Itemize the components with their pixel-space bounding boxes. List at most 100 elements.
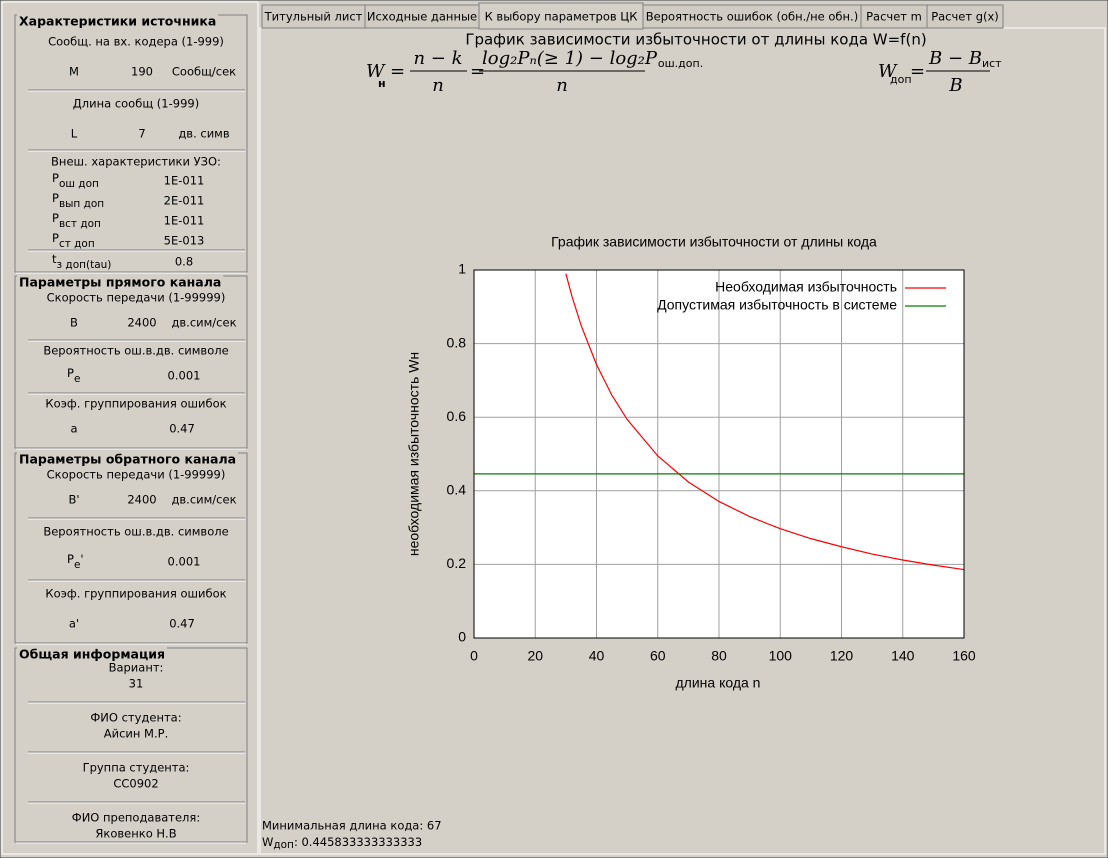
param-value: 0.001 bbox=[168, 555, 201, 569]
param-value: 2400 bbox=[127, 316, 156, 330]
x-tick-label: 40 bbox=[589, 648, 605, 664]
param-value: 2E-011 bbox=[164, 194, 205, 208]
x-tick-label: 120 bbox=[830, 648, 854, 664]
y-tick-label: 0.2 bbox=[447, 555, 467, 571]
tab[interactable] bbox=[478, 2, 644, 30]
group-title: Параметры обратного канала bbox=[19, 452, 236, 467]
group-title-bg bbox=[17, 646, 168, 662]
param-label: L bbox=[71, 127, 78, 141]
x-tick-label: 140 bbox=[891, 648, 915, 664]
param-unit: дв.сим/сек bbox=[171, 493, 236, 507]
param-unit: дв. симв bbox=[178, 127, 230, 141]
param-label: Pвып доп bbox=[52, 191, 104, 211]
caption: Коэф. группирования ошибок bbox=[45, 587, 226, 601]
param-label: Pe' bbox=[67, 552, 84, 572]
param-value: 5E-013 bbox=[164, 234, 205, 248]
w-value: : 0.445833333333333 bbox=[294, 835, 422, 849]
formula-lhs-sub: доп bbox=[890, 73, 912, 86]
formula-num: log₂Pₙ(≥ 1) − log₂P bbox=[482, 48, 658, 69]
param-value: 0.47 bbox=[169, 617, 195, 631]
param-subscript: e bbox=[74, 373, 80, 385]
param-label: B' bbox=[68, 493, 79, 507]
formula-num-sub: ист bbox=[982, 57, 1002, 70]
caption: Скорость передачи (1-99999) bbox=[47, 291, 226, 305]
y-tick-label: 0.6 bbox=[447, 408, 467, 424]
param-label: a bbox=[70, 422, 77, 436]
caption: СС0902 bbox=[113, 777, 158, 791]
param-value: 0.8 bbox=[175, 255, 193, 269]
param-symbol: P bbox=[67, 552, 74, 566]
left-panel bbox=[1, 1, 259, 855]
x-axis-label: длина кода n bbox=[676, 675, 761, 691]
caption: Вариант: bbox=[109, 661, 164, 675]
caption: 31 bbox=[129, 677, 144, 691]
param-subscript: вып доп bbox=[59, 198, 104, 210]
formula-lhs: W bbox=[366, 61, 386, 82]
w-symbol: W bbox=[262, 835, 273, 849]
formula-lhs-sub: н bbox=[378, 77, 386, 90]
x-tick-label: 80 bbox=[711, 648, 727, 664]
param-prime: ' bbox=[80, 552, 83, 566]
param-symbol: P bbox=[52, 191, 59, 205]
param-unit: Сообщ/сек bbox=[172, 65, 236, 79]
y-axis-label: необходимая избыточность Wн bbox=[406, 352, 422, 556]
formula-eq: = bbox=[390, 61, 405, 82]
formula-num: B − B bbox=[928, 48, 982, 69]
param-value: 0.001 bbox=[168, 369, 201, 383]
group-title: Параметры прямого канала bbox=[19, 275, 221, 290]
group-title-bg bbox=[17, 274, 224, 290]
caption: Группа студента: bbox=[83, 761, 190, 775]
param-label: Pвст доп bbox=[52, 211, 101, 231]
caption: Айсин М.Р. bbox=[104, 727, 168, 741]
legend-label: Необходимая избыточность bbox=[715, 279, 897, 295]
caption: Внеш. характеристики УЗО: bbox=[51, 155, 221, 169]
x-tick-label: 100 bbox=[769, 648, 793, 664]
x-tick-label: 0 bbox=[470, 648, 478, 664]
legend-label: Допустимая избыточность в системе bbox=[657, 297, 897, 313]
param-symbol: t bbox=[52, 252, 57, 266]
caption: Вероятность ош.в.дв. символе bbox=[43, 525, 228, 539]
param-symbol: P bbox=[52, 171, 59, 185]
param-value: 0.47 bbox=[169, 422, 195, 436]
param-value: 190 bbox=[131, 65, 153, 79]
y-tick-label: 1 bbox=[458, 261, 466, 277]
param-value: 2400 bbox=[127, 493, 156, 507]
param-symbol: P bbox=[52, 211, 59, 225]
heading: График зависимости избыточности от длины… bbox=[465, 31, 926, 49]
formula-num: n − k bbox=[413, 48, 462, 69]
tab[interactable] bbox=[926, 4, 1004, 29]
min-length: Минимальная длина кода: 67 bbox=[262, 819, 442, 833]
caption: Сообщ. на вх. кодера (1-999) bbox=[48, 35, 224, 49]
y-tick-label: 0.8 bbox=[447, 334, 467, 350]
tab-label[interactable]: Исходные данные bbox=[367, 10, 477, 24]
param-label: B bbox=[70, 316, 78, 330]
caption: Длина сообщ (1-999) bbox=[73, 97, 199, 111]
param-symbol: P bbox=[52, 231, 59, 245]
x-tick-label: 160 bbox=[952, 648, 976, 664]
tab-label[interactable]: Вероятность ошибок (обн./не обн.) bbox=[646, 10, 858, 24]
tab-label[interactable]: К выбору параметров ЦК bbox=[485, 10, 638, 24]
chart-title: График зависимости избыточности от длины… bbox=[551, 234, 877, 250]
formula-den: n bbox=[432, 75, 444, 96]
param-label: tз доп(tau) bbox=[52, 252, 111, 272]
tab-label[interactable]: Расчет m bbox=[866, 10, 922, 24]
tab-label[interactable]: Расчет g(x) bbox=[931, 10, 999, 24]
param-subscript: з доп(tau) bbox=[57, 259, 112, 271]
param-unit: дв.сим/сек bbox=[171, 316, 236, 330]
param-label: a' bbox=[69, 617, 79, 631]
tab-label[interactable]: Титульный лист bbox=[264, 10, 363, 24]
series-line bbox=[565, 273, 964, 571]
y-tick-label: 0.4 bbox=[447, 482, 467, 498]
w-subscript: доп bbox=[273, 839, 294, 851]
formula-num-sub: ош.доп. bbox=[658, 57, 703, 70]
param-label: M bbox=[69, 65, 79, 79]
formula-den: n bbox=[556, 75, 568, 96]
formula-lhs: W bbox=[878, 61, 898, 82]
param-subscript: e bbox=[74, 559, 80, 571]
caption: Коэф. группирования ошибок bbox=[45, 397, 226, 411]
param-value: 1E-011 bbox=[164, 174, 205, 188]
caption: ФИО преподавателя: bbox=[72, 811, 200, 825]
param-label: Pст доп bbox=[52, 231, 95, 251]
w-allowed: Wдоп: 0.445833333333333 bbox=[262, 835, 422, 852]
